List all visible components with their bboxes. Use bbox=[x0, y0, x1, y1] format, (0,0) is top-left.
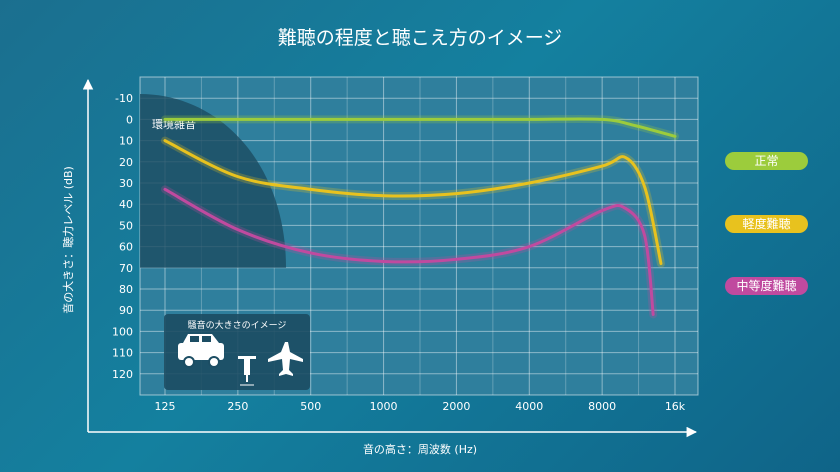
series-line-1 bbox=[163, 139, 663, 266]
y-tick-label: 100 bbox=[112, 325, 133, 338]
series-line-0 bbox=[163, 117, 677, 138]
y-tick-label: 40 bbox=[119, 198, 133, 211]
x-tick-label: 8000 bbox=[588, 400, 616, 413]
x-axis-label: 音の高さ：周波数 (Hz) bbox=[363, 442, 477, 456]
series-line-2 bbox=[163, 187, 655, 316]
car-icon bbox=[178, 334, 224, 368]
y-tick-label: 50 bbox=[119, 219, 133, 232]
y-tick-label: 90 bbox=[119, 304, 133, 317]
airplane-icon bbox=[268, 342, 303, 376]
y-axis-label: 音の大きさ：聴力レベル (dB) bbox=[61, 166, 75, 314]
x-tick-label: 4000 bbox=[515, 400, 543, 413]
y-tick-label: 30 bbox=[119, 177, 133, 190]
legend-item: 軽度難聴 bbox=[725, 215, 808, 233]
noise-box-title: 騒音の大きさのイメージ bbox=[188, 319, 287, 331]
x-tick-label: 2000 bbox=[442, 400, 470, 413]
series-layer bbox=[161, 114, 679, 319]
y-tick-labels: -10 0 10 20 30 40 50 60 70 80 90 100 110 120 bbox=[112, 92, 133, 381]
x-tick-label: 250 bbox=[227, 400, 248, 413]
y-tick-label: 110 bbox=[112, 347, 133, 360]
y-tick-label: 120 bbox=[112, 368, 133, 381]
x-tick-label: 125 bbox=[155, 400, 176, 413]
x-tick-labels: 125 250 500 1000 2000 4000 8000 16k bbox=[155, 400, 686, 413]
legend-item: 中等度難聴 bbox=[725, 277, 808, 295]
y-tick-label: 80 bbox=[119, 283, 133, 296]
y-tick-label: 60 bbox=[119, 241, 133, 254]
chart-title: 難聴の程度と聴こえ方のイメージ bbox=[278, 27, 563, 49]
y-tick-label: 20 bbox=[119, 156, 133, 169]
x-tick-label: 1000 bbox=[370, 400, 398, 413]
ambient-noise-area bbox=[140, 94, 286, 268]
legend-item: 正常 bbox=[725, 152, 808, 170]
y-tick-label: -10 bbox=[115, 92, 133, 105]
x-tick-label: 16k bbox=[665, 400, 686, 413]
y-tick-label: 0 bbox=[126, 113, 133, 126]
y-tick-label: 70 bbox=[119, 262, 133, 275]
y-tick-label: 10 bbox=[119, 135, 133, 148]
jackhammer-icon bbox=[238, 356, 256, 386]
noise-example-box: 騒音の大きさのイメージ bbox=[164, 314, 310, 390]
x-tick-label: 500 bbox=[300, 400, 321, 413]
